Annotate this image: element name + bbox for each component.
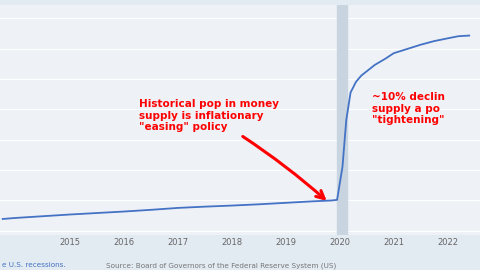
Text: e U.S. recessions.: e U.S. recessions.: [2, 262, 66, 268]
Bar: [337, 5, 347, 235]
Text: Source: Board of Governors of the Federal Reserve System (US): Source: Board of Governors of the Federa…: [106, 262, 336, 269]
Text: ~10% declin
supply a po
"tightening": ~10% declin supply a po "tightening": [372, 92, 445, 125]
Text: Historical pop in money
supply is inflationary
"easing" policy: Historical pop in money supply is inflat…: [139, 99, 324, 199]
